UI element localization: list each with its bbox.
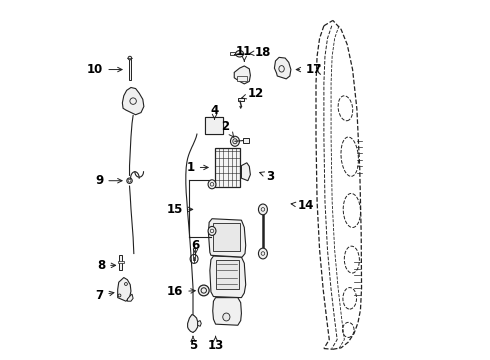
Text: 2: 2: [221, 120, 234, 137]
Text: 4: 4: [210, 104, 219, 120]
Text: 8: 8: [97, 259, 116, 272]
Text: 15: 15: [167, 203, 193, 216]
Bar: [216, 260, 239, 289]
Text: 5: 5: [189, 336, 197, 352]
Polygon shape: [118, 261, 124, 263]
Ellipse shape: [258, 248, 268, 259]
Polygon shape: [127, 294, 133, 301]
Ellipse shape: [223, 313, 230, 321]
Polygon shape: [238, 98, 244, 101]
Polygon shape: [274, 57, 291, 79]
Text: 6: 6: [192, 239, 199, 255]
Polygon shape: [205, 117, 223, 134]
Text: 11: 11: [236, 45, 252, 61]
Text: 7: 7: [95, 289, 114, 302]
Polygon shape: [188, 315, 197, 332]
Text: 17: 17: [296, 63, 321, 76]
Polygon shape: [234, 66, 250, 84]
Text: 13: 13: [207, 336, 224, 352]
Polygon shape: [194, 248, 195, 259]
Polygon shape: [122, 87, 144, 115]
Text: 14: 14: [291, 199, 315, 212]
Polygon shape: [118, 278, 131, 301]
Polygon shape: [230, 51, 235, 55]
Ellipse shape: [230, 136, 240, 146]
Text: 3: 3: [260, 170, 274, 183]
Ellipse shape: [128, 56, 132, 60]
Polygon shape: [120, 255, 122, 270]
Text: 18: 18: [249, 46, 271, 59]
Polygon shape: [243, 138, 249, 143]
Polygon shape: [213, 298, 242, 325]
Polygon shape: [210, 256, 245, 298]
Polygon shape: [197, 320, 201, 326]
Polygon shape: [242, 163, 250, 181]
Ellipse shape: [198, 285, 209, 296]
Bar: [213, 223, 240, 251]
Text: 12: 12: [242, 87, 264, 100]
Bar: [237, 76, 247, 81]
Bar: [215, 148, 240, 187]
Polygon shape: [208, 219, 245, 257]
Ellipse shape: [208, 226, 216, 235]
Ellipse shape: [258, 204, 268, 215]
Ellipse shape: [208, 180, 216, 189]
Text: 1: 1: [187, 161, 208, 174]
Text: 9: 9: [95, 174, 122, 187]
Text: 10: 10: [87, 63, 122, 76]
Polygon shape: [129, 59, 131, 80]
Ellipse shape: [236, 50, 244, 57]
Bar: [205, 117, 223, 134]
Text: 16: 16: [167, 285, 195, 298]
